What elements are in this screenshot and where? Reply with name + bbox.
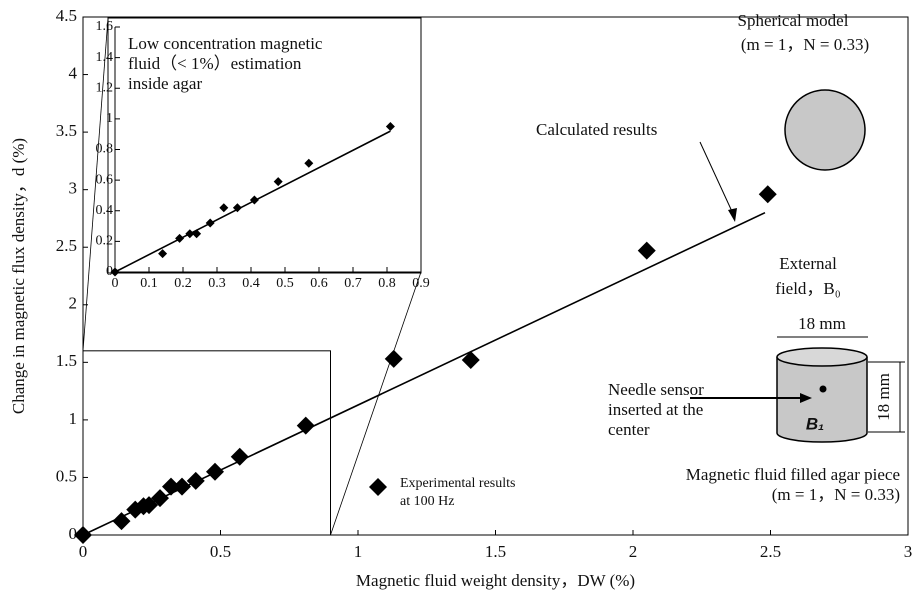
annotation: External: [779, 254, 837, 273]
data-point: [637, 241, 656, 260]
y-tick-label: 0.6: [96, 172, 114, 187]
y-tick-label: 1.5: [56, 351, 77, 370]
y-tick-label: 1: [106, 111, 113, 126]
zoom-line: [330, 271, 422, 536]
data-point: [758, 185, 777, 204]
data-point: [206, 462, 224, 481]
y-tick-label: 0: [106, 264, 113, 279]
zoom-box: [82, 350, 331, 536]
x-tick-label: 0.1: [140, 276, 158, 291]
x-tick-label: 2.5: [760, 542, 781, 561]
y-tick-label: 1: [69, 409, 78, 428]
data-point: [461, 351, 480, 370]
x-tick-label: 0: [112, 276, 119, 291]
y-tick-label: 3: [69, 179, 78, 198]
y-tick-label: 0.5: [56, 466, 77, 485]
legend-marker: [369, 478, 387, 496]
fit-line: [114, 130, 391, 273]
x-tick-label: 0: [79, 542, 88, 561]
x-tick-label: 1: [354, 542, 363, 561]
data-point: [385, 122, 395, 132]
annotation: field，B₀: [775, 279, 840, 298]
data-point: [384, 349, 403, 368]
x-tick-label: 3: [904, 542, 913, 561]
line-label: Calculated results: [536, 120, 657, 139]
y-tick-label: 1.4: [96, 50, 114, 65]
y-tick-label: 3.5: [56, 121, 77, 140]
x-tick-label: 2: [629, 542, 638, 561]
arrow-head: [800, 393, 812, 403]
y-tick-label: 2: [69, 294, 78, 313]
annotation: 18 mm: [874, 373, 893, 421]
x-tick-label: 0.7: [344, 276, 362, 291]
cylinder: [776, 357, 868, 443]
inset-frame: [107, 17, 422, 274]
y-axis-label: Change in magnetic flux density，d (%): [9, 138, 28, 414]
annotation: B₁: [806, 414, 824, 433]
data-point: [296, 416, 315, 435]
x-tick-label: 0.3: [208, 276, 226, 291]
data-point: [219, 203, 229, 213]
x-tick-label: 0.5: [210, 542, 231, 561]
y-tick-label: 0.4: [96, 203, 114, 218]
annotation: Needle sensor inserted at the center: [608, 380, 704, 439]
x-tick-label: 0.4: [242, 276, 260, 291]
sensor: [819, 385, 827, 393]
x-tick-label: 0.5: [276, 276, 294, 291]
y-tick-label: 4.5: [56, 6, 77, 25]
x-tick-label: 0.8: [378, 276, 396, 291]
fit-line: [82, 211, 766, 536]
zoom-line: [82, 17, 109, 351]
sphere: [784, 89, 866, 171]
y-tick-label: 0: [69, 524, 78, 543]
x-tick-label: 0.2: [174, 276, 192, 291]
y-tick-label: 2.5: [56, 236, 77, 255]
arrow: [699, 141, 736, 219]
y-tick-label: 1.6: [96, 19, 114, 34]
cylinder-top: [776, 347, 868, 367]
legend-label: Experimental results at 100 Hz: [400, 476, 516, 509]
data-point: [304, 158, 314, 168]
data-point: [230, 447, 249, 466]
x-tick-label: 1.5: [485, 542, 506, 561]
data-point: [112, 512, 131, 531]
x-tick-label: 0.6: [310, 276, 328, 291]
annotation: (m = 1，N = 0.33): [741, 35, 869, 54]
inset-title: Low concentration magnetic fluid（< 1%）es…: [128, 34, 323, 93]
y-tick-label: 0.8: [96, 142, 114, 157]
arrow-head: [728, 208, 737, 222]
y-tick-label: 1.2: [96, 80, 114, 95]
x-axis-label: Magnetic fluid weight density，DW (%): [356, 571, 635, 590]
y-tick-label: 0.2: [96, 234, 114, 249]
y-tick-label: 4: [69, 63, 78, 82]
x-tick-label: 0.9: [412, 276, 430, 291]
data-point: [158, 249, 168, 259]
annotation: 18 mm: [798, 314, 846, 333]
annotation: Magnetic fluid filled agar piece (m = 1，…: [685, 465, 900, 504]
data-point: [273, 177, 283, 187]
annotation: Spherical model: [738, 11, 849, 30]
